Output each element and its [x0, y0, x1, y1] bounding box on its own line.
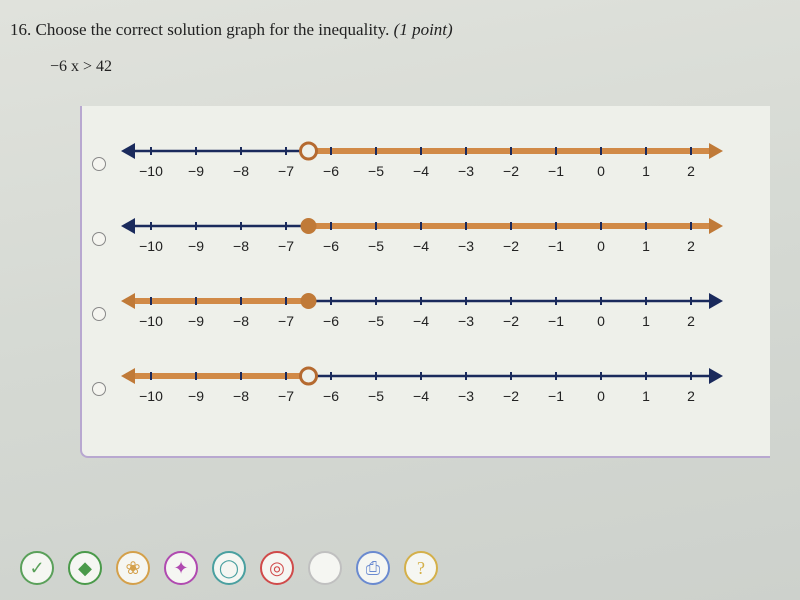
- radio-option-2[interactable]: [92, 232, 106, 246]
- svg-text:−6: −6: [323, 238, 339, 254]
- svg-text:1: 1: [642, 313, 650, 329]
- radio-option-3[interactable]: [92, 307, 106, 321]
- svg-text:−9: −9: [188, 388, 204, 404]
- svg-text:−3: −3: [458, 163, 474, 179]
- svg-text:−1: −1: [548, 238, 564, 254]
- svg-text:−8: −8: [233, 238, 249, 254]
- svg-text:−8: −8: [233, 163, 249, 179]
- blank-icon[interactable]: [308, 551, 342, 585]
- question-header: 16. Choose the correct solution graph fo…: [10, 20, 790, 40]
- svg-text:0: 0: [597, 163, 605, 179]
- svg-text:−8: −8: [233, 313, 249, 329]
- svg-text:−10: −10: [139, 388, 163, 404]
- toolbar: ✓ ◆ ❀ ✦ ◯ ◎ ⎙?: [20, 551, 438, 585]
- svg-text:0: 0: [597, 388, 605, 404]
- svg-text:−3: −3: [458, 238, 474, 254]
- numberline-2: −10−9−8−7−6−5−4−3−2−1012: [121, 211, 741, 266]
- svg-text:−2: −2: [503, 388, 519, 404]
- svg-text:1: 1: [642, 163, 650, 179]
- svg-text:−5: −5: [368, 388, 384, 404]
- option-row: −10−9−8−7−6−5−4−3−2−1012: [82, 286, 770, 341]
- svg-text:2: 2: [687, 313, 695, 329]
- svg-text:−10: −10: [139, 163, 163, 179]
- option-row: −10−9−8−7−6−5−4−3−2−1012: [82, 136, 770, 191]
- print-icon[interactable]: ⎙: [356, 551, 390, 585]
- svg-text:−2: −2: [503, 238, 519, 254]
- pin-icon[interactable]: ✦: [164, 551, 198, 585]
- svg-text:1: 1: [642, 238, 650, 254]
- radio-option-1[interactable]: [92, 157, 106, 171]
- svg-text:−2: −2: [503, 163, 519, 179]
- numberline-1: −10−9−8−7−6−5−4−3−2−1012: [121, 136, 741, 191]
- radio-option-4[interactable]: [92, 382, 106, 396]
- book-icon[interactable]: ◆: [68, 551, 102, 585]
- svg-text:0: 0: [597, 238, 605, 254]
- svg-text:−9: −9: [188, 163, 204, 179]
- svg-text:−9: −9: [188, 238, 204, 254]
- globe-icon[interactable]: ◯: [212, 551, 246, 585]
- option-row: −10−9−8−7−6−5−4−3−2−1012: [82, 361, 770, 416]
- svg-text:−7: −7: [278, 163, 294, 179]
- svg-text:−4: −4: [413, 313, 429, 329]
- question-number: 16.: [10, 20, 31, 39]
- svg-text:−3: −3: [458, 388, 474, 404]
- svg-text:−4: −4: [413, 238, 429, 254]
- svg-text:−5: −5: [368, 238, 384, 254]
- svg-text:−10: −10: [139, 238, 163, 254]
- target-icon[interactable]: ◎: [260, 551, 294, 585]
- svg-text:−1: −1: [548, 163, 564, 179]
- svg-text:−1: −1: [548, 388, 564, 404]
- svg-text:−5: −5: [368, 163, 384, 179]
- svg-text:2: 2: [687, 388, 695, 404]
- svg-text:−2: −2: [503, 313, 519, 329]
- svg-text:2: 2: [687, 163, 695, 179]
- check-icon[interactable]: ✓: [20, 551, 54, 585]
- options-container: −10−9−8−7−6−5−4−3−2−1012 −10−9−8−7−6−5−4…: [80, 106, 770, 458]
- help-icon[interactable]: ?: [404, 551, 438, 585]
- svg-text:−4: −4: [413, 388, 429, 404]
- option-row: −10−9−8−7−6−5−4−3−2−1012: [82, 211, 770, 266]
- svg-text:−4: −4: [413, 163, 429, 179]
- svg-text:0: 0: [597, 313, 605, 329]
- svg-text:−8: −8: [233, 388, 249, 404]
- question-points: (1 point): [394, 20, 453, 39]
- svg-text:−7: −7: [278, 313, 294, 329]
- svg-text:−7: −7: [278, 238, 294, 254]
- palette-icon[interactable]: ❀: [116, 551, 150, 585]
- question-prompt: Choose the correct solution graph for th…: [36, 20, 390, 39]
- svg-text:−7: −7: [278, 388, 294, 404]
- svg-text:1: 1: [642, 388, 650, 404]
- numberline-4: −10−9−8−7−6−5−4−3−2−1012: [121, 361, 741, 416]
- svg-text:−1: −1: [548, 313, 564, 329]
- svg-text:2: 2: [687, 238, 695, 254]
- svg-text:−6: −6: [323, 313, 339, 329]
- svg-text:−9: −9: [188, 313, 204, 329]
- svg-text:−6: −6: [323, 163, 339, 179]
- numberline-3: −10−9−8−7−6−5−4−3−2−1012: [121, 286, 741, 341]
- svg-text:−3: −3: [458, 313, 474, 329]
- svg-text:−10: −10: [139, 313, 163, 329]
- svg-text:−6: −6: [323, 388, 339, 404]
- inequality-expression: −6 x > 42: [50, 58, 790, 76]
- svg-text:−5: −5: [368, 313, 384, 329]
